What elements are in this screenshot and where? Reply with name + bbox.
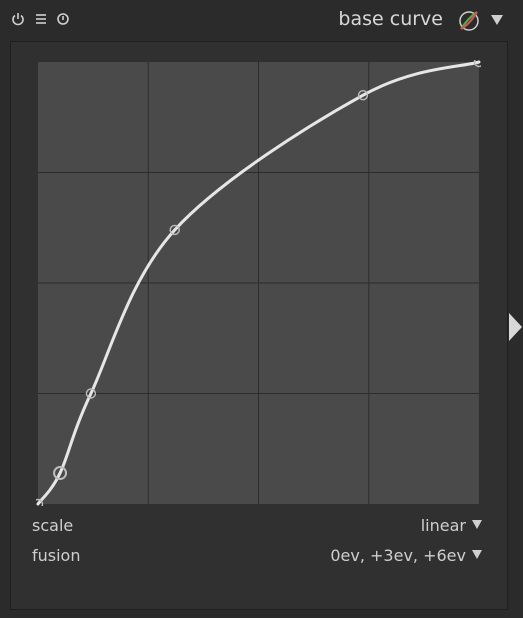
fusion-combobox[interactable]: 0ev, +3ev, +6ev bbox=[330, 546, 482, 565]
module-title: base curve bbox=[338, 8, 443, 30]
expand-right-icon[interactable] bbox=[507, 311, 523, 343]
scale-label: scale bbox=[32, 516, 74, 535]
fusion-value: 0ev, +3ev, +6ev bbox=[330, 546, 466, 565]
scale-combobox[interactable]: linear bbox=[421, 516, 482, 535]
fusion-label: fusion bbox=[32, 546, 81, 565]
collapse-triangle-icon[interactable] bbox=[490, 14, 504, 26]
chevron-down-icon bbox=[472, 520, 482, 529]
curve-nodes bbox=[36, 60, 481, 506]
scale-value: linear bbox=[420, 516, 466, 535]
curve-grid bbox=[38, 62, 479, 504]
module-header: base curve bbox=[0, 0, 523, 40]
curve-node[interactable] bbox=[473, 60, 482, 68]
blend-mask-icon[interactable] bbox=[456, 8, 482, 34]
scale-row: scale linear bbox=[32, 516, 482, 540]
curve-node[interactable] bbox=[53, 466, 68, 481]
curve-node[interactable] bbox=[85, 388, 97, 399]
presets-menu-icon[interactable] bbox=[34, 11, 48, 27]
chevron-down-icon bbox=[472, 550, 482, 559]
reset-icon[interactable] bbox=[56, 11, 70, 27]
curve-node[interactable] bbox=[169, 224, 180, 236]
curve-editor[interactable] bbox=[36, 60, 481, 506]
curve-node[interactable] bbox=[357, 89, 369, 101]
curve-node[interactable] bbox=[36, 498, 44, 507]
fusion-row: fusion 0ev, +3ev, +6ev bbox=[32, 546, 482, 570]
power-icon[interactable] bbox=[11, 11, 25, 27]
curve-line bbox=[36, 60, 481, 506]
